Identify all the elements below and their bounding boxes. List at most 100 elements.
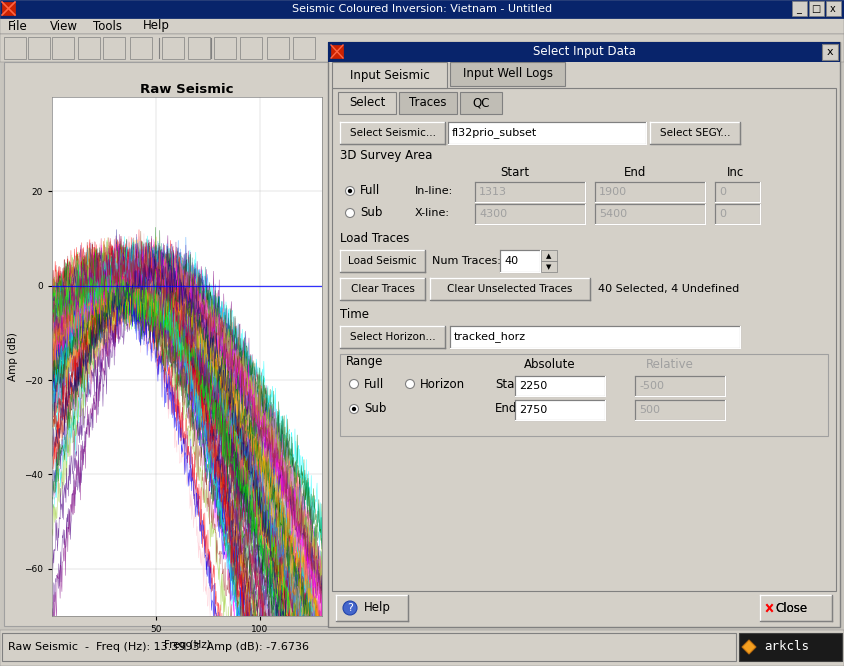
Bar bbox=[792, 1, 807, 16]
Bar bbox=[760, 595, 832, 621]
Text: File: File bbox=[8, 19, 28, 33]
Bar bbox=[822, 44, 838, 60]
Text: 40: 40 bbox=[504, 256, 518, 266]
Bar bbox=[103, 37, 125, 59]
Text: Input Seismic: Input Seismic bbox=[350, 69, 430, 81]
Text: Sub: Sub bbox=[360, 206, 382, 220]
Text: ▼: ▼ bbox=[546, 264, 552, 270]
Text: 0: 0 bbox=[719, 187, 726, 197]
Bar bbox=[340, 122, 445, 144]
Bar bbox=[0, 630, 844, 666]
Text: Raw Seismic  -  Freq (Hz): 13.3993  Amp (dB): -7.6736: Raw Seismic - Freq (Hz): 13.3993 Amp (dB… bbox=[8, 642, 309, 652]
Text: Start: Start bbox=[500, 165, 529, 178]
Bar bbox=[450, 326, 740, 348]
Bar bbox=[162, 37, 184, 59]
Text: Input Well Logs: Input Well Logs bbox=[463, 67, 553, 81]
Text: In-line:: In-line: bbox=[415, 186, 453, 196]
Text: End: End bbox=[624, 165, 647, 178]
Bar bbox=[340, 326, 445, 348]
Text: 500: 500 bbox=[639, 405, 660, 415]
Bar bbox=[448, 122, 646, 144]
Bar bbox=[336, 595, 408, 621]
Bar bbox=[328, 42, 840, 627]
Circle shape bbox=[348, 188, 352, 193]
Bar bbox=[460, 92, 502, 114]
Text: _: _ bbox=[797, 4, 802, 14]
Text: -500: -500 bbox=[639, 381, 664, 391]
Text: ?: ? bbox=[347, 603, 353, 613]
Circle shape bbox=[345, 208, 354, 218]
Text: 2750: 2750 bbox=[519, 405, 547, 415]
Text: □: □ bbox=[811, 4, 820, 14]
Bar bbox=[0, 60, 844, 630]
Bar bbox=[650, 122, 740, 144]
Polygon shape bbox=[742, 640, 756, 654]
Bar bbox=[4, 37, 26, 59]
Text: Clear Unselected Traces: Clear Unselected Traces bbox=[447, 284, 573, 294]
Bar bbox=[332, 88, 836, 591]
Text: End:: End: bbox=[495, 402, 522, 416]
Text: ▲: ▲ bbox=[546, 253, 552, 259]
Text: 1900: 1900 bbox=[599, 187, 627, 197]
Bar bbox=[595, 204, 705, 224]
Text: 4300: 4300 bbox=[479, 209, 507, 219]
Bar bbox=[399, 92, 457, 114]
Text: 2250: 2250 bbox=[519, 381, 547, 391]
Bar bbox=[340, 250, 425, 272]
Text: Sub: Sub bbox=[364, 402, 387, 416]
Circle shape bbox=[405, 380, 414, 388]
Text: Select Seismic...: Select Seismic... bbox=[349, 128, 436, 138]
Bar bbox=[340, 354, 828, 436]
Text: fl32prio_subset: fl32prio_subset bbox=[452, 128, 538, 139]
Circle shape bbox=[343, 601, 357, 615]
Text: Seismic Coloured Inversion: Vietnam - Untitled: Seismic Coloured Inversion: Vietnam - Un… bbox=[292, 4, 552, 14]
Bar bbox=[515, 376, 605, 396]
Text: x: x bbox=[826, 47, 833, 57]
Text: Tools: Tools bbox=[93, 19, 122, 33]
Bar bbox=[635, 400, 725, 420]
Text: Traces: Traces bbox=[409, 97, 446, 109]
Bar bbox=[635, 376, 725, 396]
Bar bbox=[715, 182, 760, 202]
Bar bbox=[331, 45, 343, 58]
Text: arkcls: arkcls bbox=[765, 641, 809, 653]
Text: Help: Help bbox=[143, 19, 170, 33]
Bar bbox=[338, 92, 396, 114]
Circle shape bbox=[349, 404, 359, 414]
Bar bbox=[475, 204, 585, 224]
Bar bbox=[4, 62, 334, 626]
Text: Absolute: Absolute bbox=[524, 358, 576, 370]
Bar bbox=[332, 62, 447, 88]
Bar bbox=[0, 18, 844, 34]
Bar bbox=[500, 250, 540, 272]
Text: Help: Help bbox=[364, 601, 391, 615]
Bar bbox=[430, 278, 590, 300]
Text: x: x bbox=[830, 4, 836, 14]
Bar bbox=[188, 37, 210, 59]
Text: 5400: 5400 bbox=[599, 209, 627, 219]
Text: Time: Time bbox=[340, 308, 369, 320]
Text: Num Traces:: Num Traces: bbox=[432, 256, 500, 266]
Bar bbox=[214, 37, 236, 59]
Text: Select: Select bbox=[349, 97, 385, 109]
Bar bbox=[267, 37, 289, 59]
Text: Load Seismic: Load Seismic bbox=[349, 256, 417, 266]
Bar bbox=[515, 400, 605, 420]
Text: Select Input Data: Select Input Data bbox=[533, 45, 636, 59]
Bar bbox=[826, 1, 841, 16]
Text: Start:: Start: bbox=[495, 378, 528, 390]
Text: 40 Selected, 4 Undefined: 40 Selected, 4 Undefined bbox=[598, 284, 739, 294]
Bar bbox=[475, 182, 585, 202]
Text: X-line:: X-line: bbox=[415, 208, 450, 218]
Text: Select Horizon...: Select Horizon... bbox=[349, 332, 436, 342]
Bar bbox=[715, 204, 760, 224]
Bar bbox=[541, 261, 557, 272]
Bar bbox=[78, 37, 100, 59]
Text: Range: Range bbox=[346, 356, 383, 368]
Circle shape bbox=[345, 186, 354, 196]
Text: Full: Full bbox=[364, 378, 384, 390]
Bar bbox=[541, 250, 557, 261]
Bar bbox=[293, 37, 315, 59]
Text: QC: QC bbox=[473, 97, 490, 109]
Text: 0: 0 bbox=[719, 209, 726, 219]
